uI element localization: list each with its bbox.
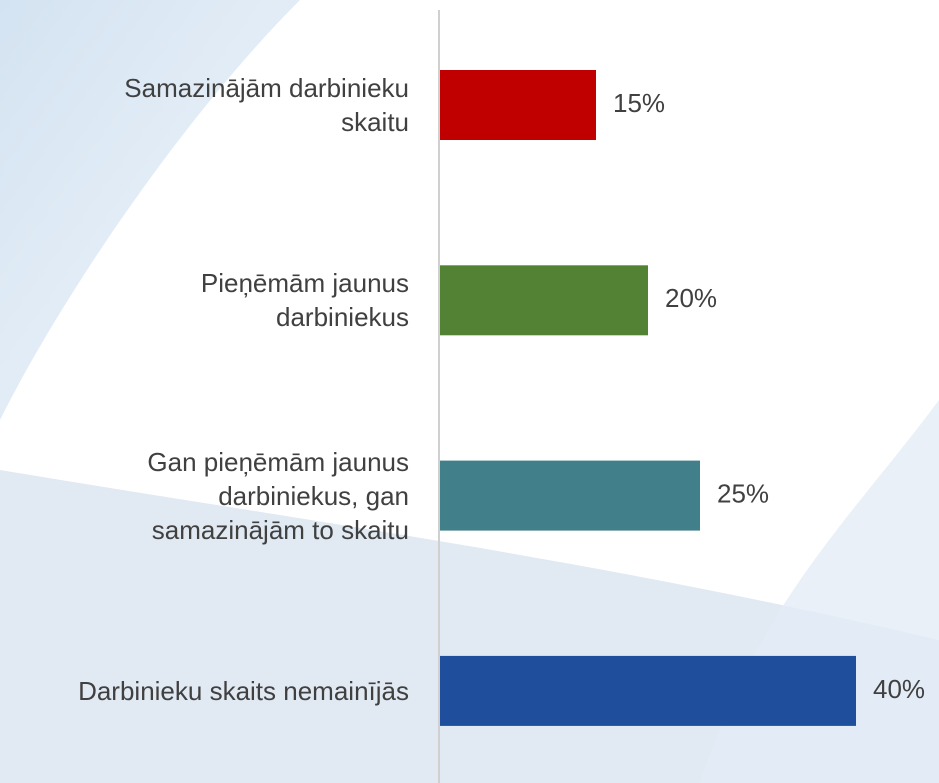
bar <box>440 460 700 531</box>
category-label: Pieņēmām jaunus darbiniekus <box>200 268 409 333</box>
category-label: Darbinieku skaits nemainījās <box>78 675 409 706</box>
category-label: Gan pieņēmām jaunus darbiniekus, gan sam… <box>147 446 409 545</box>
bar <box>440 70 596 140</box>
bar <box>440 265 648 336</box>
value-label: 40% <box>873 674 925 704</box>
bar <box>440 655 856 726</box>
value-label: 20% <box>665 283 717 313</box>
value-label: 15% <box>613 88 665 118</box>
background-swoosh <box>0 0 300 420</box>
category-label: Samazinājām darbinieku skaitu <box>124 73 409 137</box>
value-label: 25% <box>717 478 769 508</box>
